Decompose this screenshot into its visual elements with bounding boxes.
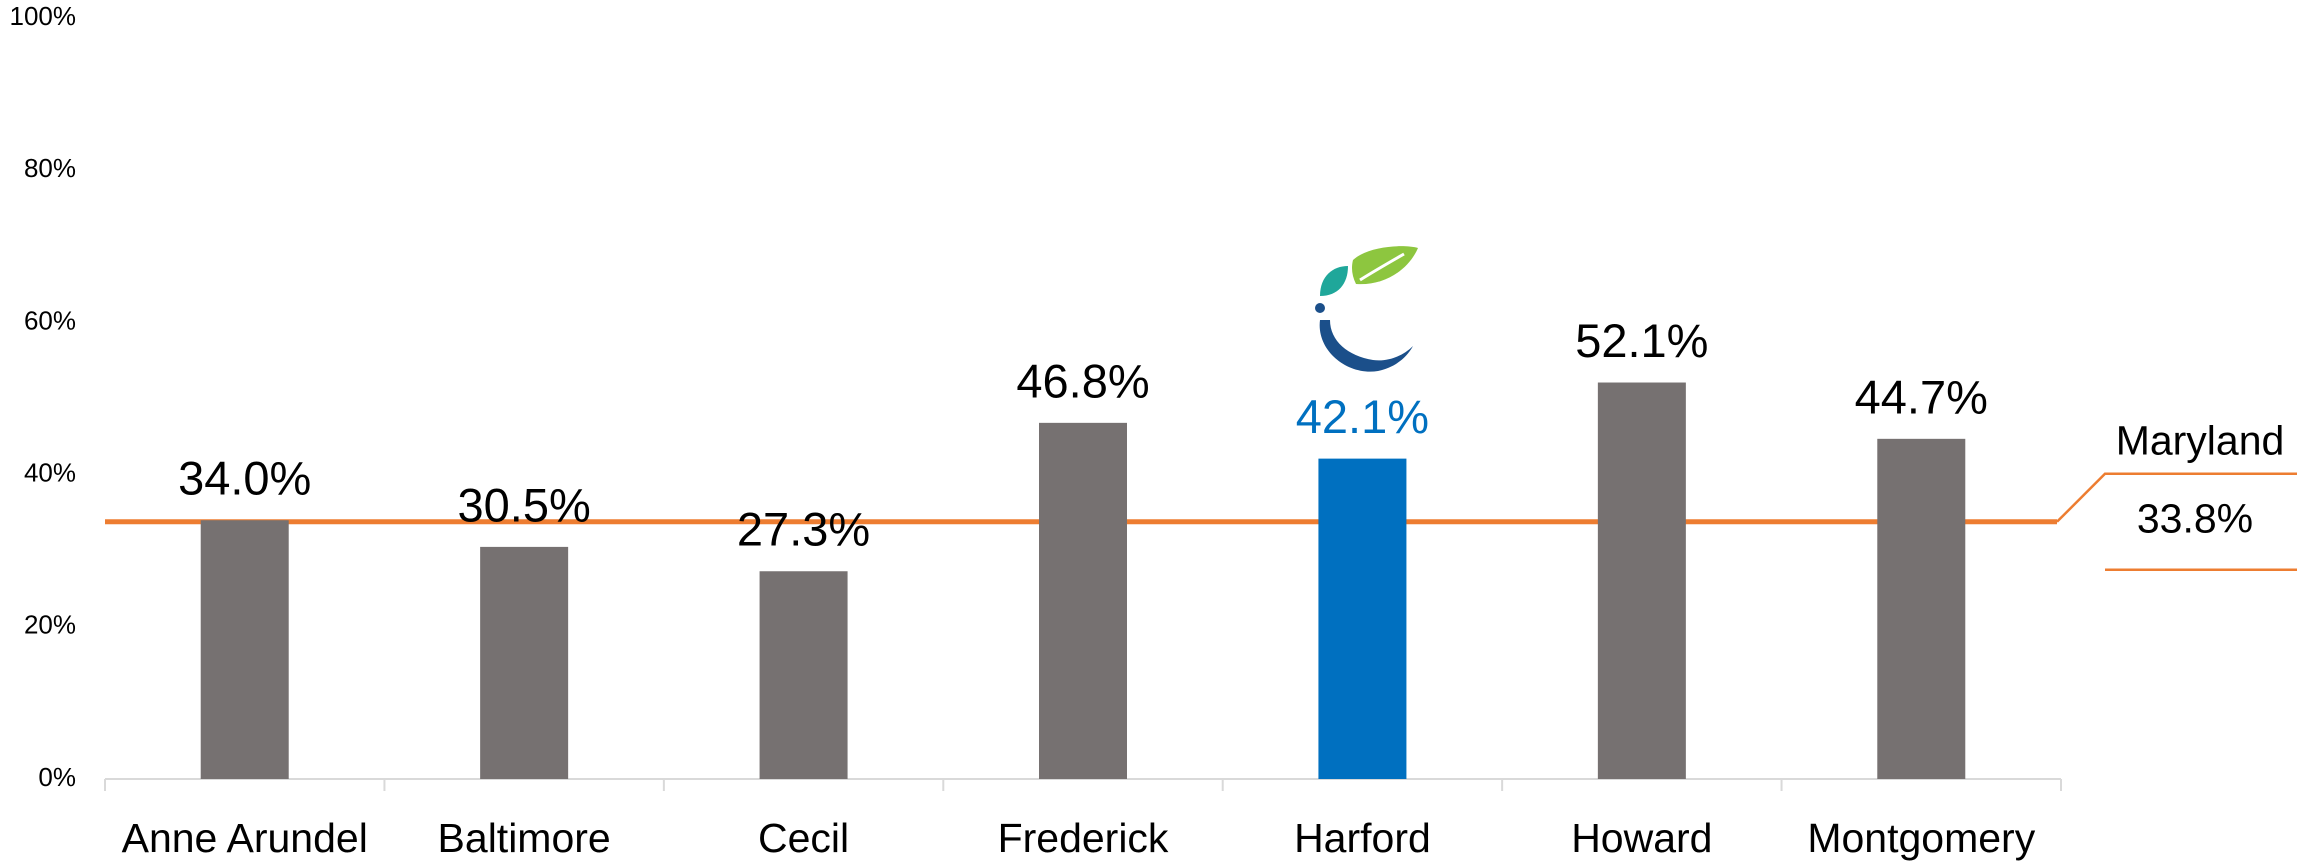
x-tick-label: Howard xyxy=(1571,815,1712,861)
data-label: 46.8% xyxy=(1016,354,1149,407)
reference-name: Maryland xyxy=(2116,418,2285,464)
data-label: 52.1% xyxy=(1575,314,1708,367)
bar xyxy=(1877,438,1966,779)
logo xyxy=(1315,246,1418,372)
x-tick-label: Montgomery xyxy=(1807,815,2035,861)
y-tick-label: 80% xyxy=(24,153,76,183)
y-tick-label: 20% xyxy=(24,610,76,640)
callout xyxy=(2056,472,2297,572)
bar xyxy=(200,520,289,779)
x-tick-label: Frederick xyxy=(998,815,1169,861)
y-tick-label: 60% xyxy=(24,305,76,335)
bar xyxy=(1597,382,1686,779)
x-tick-label: Baltimore xyxy=(438,815,611,861)
data-label: 30.5% xyxy=(458,478,591,531)
x-tick-label: Anne Arundel xyxy=(122,815,368,861)
data-label: 42.1% xyxy=(1296,390,1429,443)
reference-label: 33.8% xyxy=(2137,496,2253,542)
y-tick-label: 40% xyxy=(24,457,76,487)
bar xyxy=(1318,458,1407,779)
bar xyxy=(759,571,848,779)
data-label: 27.3% xyxy=(737,503,870,556)
x-tick-label: Harford xyxy=(1294,815,1431,861)
data-label: 34.0% xyxy=(178,452,311,505)
y-tick-label: 100% xyxy=(10,1,77,31)
bar xyxy=(1039,422,1127,779)
data-label: 44.7% xyxy=(1855,370,1988,423)
y-tick-label: 0% xyxy=(38,762,76,792)
x-tick-label: Cecil xyxy=(758,815,849,861)
bar xyxy=(480,546,569,779)
